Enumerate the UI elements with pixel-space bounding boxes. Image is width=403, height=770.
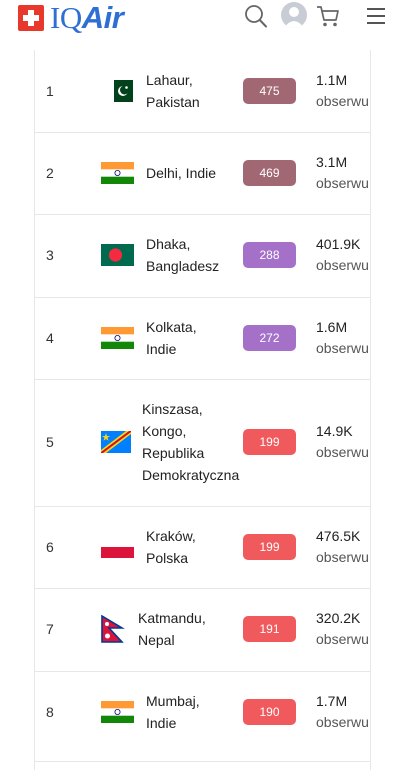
table-row[interactable]: 8 Mumbaj, Indie 190 1.7M obserwu: [35, 671, 370, 762]
cart-icon[interactable]: [316, 3, 340, 29]
logo-wordmark: IQAir: [50, 0, 124, 35]
aqi-badge: 191: [243, 616, 296, 642]
logo-cross-icon: [18, 5, 44, 31]
city-name[interactable]: Katmandu, Nepal: [138, 610, 206, 648]
rank-number: 8: [46, 704, 54, 720]
india-flag-icon: [101, 701, 134, 723]
table-row[interactable]: 1 Lahaur, Pakistan 475 1.1M obserwu: [35, 50, 370, 133]
pakistan-flag-icon: [109, 80, 133, 102]
aqi-badge: 199: [243, 534, 296, 560]
bangladesh-flag-icon: [101, 244, 134, 266]
city-ranking-table: 1 Lahaur, Pakistan 475 1.1M obserwu 2 Delh…: [34, 50, 371, 770]
followers-metric: 401.9K obserwu: [316, 236, 369, 273]
aqi-badge: 272: [243, 325, 296, 351]
table-row[interactable]: 6 Kraków, Polska 199 476.5K obserwu: [35, 506, 370, 589]
table-row[interactable]: 4 Kolkata, Indie 272 1.6M obserwu: [35, 297, 370, 380]
user-avatar-icon[interactable]: [281, 2, 307, 28]
city-name[interactable]: Dhaka, Bangladesz: [146, 236, 220, 274]
rank-number: 4: [46, 330, 54, 346]
poland-flag-icon: [101, 536, 134, 558]
city-name[interactable]: Kraków, Polska: [146, 528, 196, 566]
followers-metric: 14.9K obserwu: [316, 423, 369, 460]
aqi-badge: 469: [243, 160, 296, 186]
city-name[interactable]: Lahaur, Pakistan: [146, 72, 200, 110]
aqi-badge: 199: [243, 429, 296, 455]
rank-number: 6: [46, 539, 54, 555]
followers-metric: 1.1M obserwu: [316, 72, 369, 109]
rank-number: 5: [46, 434, 54, 450]
rank-number: 7: [46, 621, 54, 637]
india-flag-icon: [101, 327, 134, 349]
city-name[interactable]: Kolkata, Indie: [146, 319, 197, 357]
table-row[interactable]: 5 Kinszasa, Kongo, Republika Demokratyczna…: [35, 379, 370, 507]
aqi-badge: 288: [243, 242, 296, 268]
rank-number: 2: [46, 165, 54, 181]
search-icon[interactable]: [244, 3, 268, 29]
followers-metric: 3.1M obserwu: [316, 154, 369, 191]
table-row[interactable]: 3 Dhaka, Bangladesz 288 401.9K obserwu: [35, 214, 370, 298]
nepal-flag-icon: [101, 615, 125, 643]
table-row[interactable]: 7 Katmandu, Nepal 191 320.2K obserwu: [35, 588, 370, 672]
followers-metric: 1.6M obserwu: [316, 319, 369, 356]
table-row[interactable]: 2 Delhi, Indie 469 3.1M obserwu: [35, 132, 370, 215]
followers-metric: 1.7M obserwu: [316, 693, 369, 730]
followers-metric: 476.5K obserwu: [316, 528, 369, 565]
dr-congo-flag-icon: [101, 431, 131, 453]
rank-number: 3: [46, 247, 54, 263]
iqair-logo[interactable]: IQAir: [18, 0, 124, 35]
aqi-badge: 190: [243, 699, 296, 725]
followers-metric: 320.2K obserwu: [316, 610, 369, 647]
city-name[interactable]: Delhi, Indie: [146, 165, 217, 181]
aqi-badge: 475: [243, 78, 296, 104]
top-header: IQAir: [0, 0, 403, 40]
city-name[interactable]: Mumbaj, Indie: [146, 693, 200, 731]
hamburger-menu-icon[interactable]: [365, 6, 387, 26]
rank-number: 1: [46, 83, 54, 99]
city-name[interactable]: Kinszasa, Kongo, Republika Demokratyczna: [142, 401, 240, 483]
india-flag-icon: [101, 162, 134, 184]
